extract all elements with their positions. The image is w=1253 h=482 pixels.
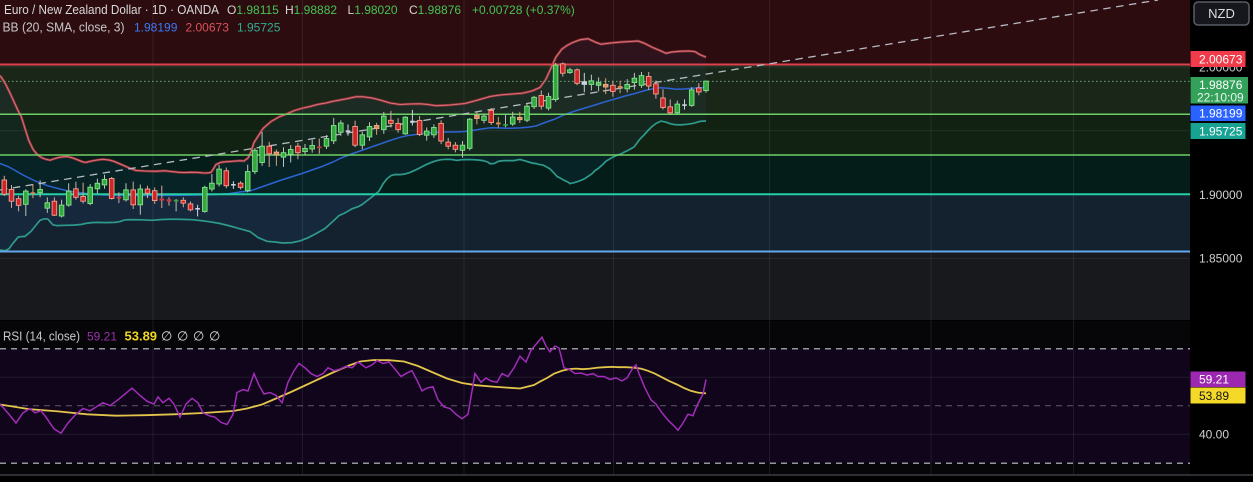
svg-text:53.89: 53.89 — [1199, 389, 1229, 403]
svg-text:BB (20, SMA, close, 3): BB (20, SMA, close, 3) — [3, 20, 125, 35]
svg-text:Euro / New Zealand Dollar · 1D: Euro / New Zealand Dollar · 1D · OANDA — [4, 2, 219, 17]
svg-text:∅: ∅ — [177, 329, 188, 344]
svg-text:1.98199: 1.98199 — [134, 21, 178, 35]
svg-text:1.85000: 1.85000 — [1199, 252, 1243, 266]
svg-text:59.21: 59.21 — [1199, 373, 1229, 387]
svg-text:C1.98876: C1.98876 — [409, 3, 461, 17]
svg-text:O1.98115: O1.98115 — [227, 3, 279, 17]
svg-text:NZD: NZD — [1208, 6, 1235, 21]
svg-text:1.98876: 1.98876 — [1199, 78, 1243, 92]
svg-text:+0.00728 (+0.37%): +0.00728 (+0.37%) — [472, 3, 575, 17]
svg-text:H1.98882: H1.98882 — [285, 3, 337, 17]
svg-text:22:10:09: 22:10:09 — [1197, 91, 1244, 105]
svg-text:2.00673: 2.00673 — [186, 21, 230, 35]
svg-text:40.00: 40.00 — [1199, 428, 1229, 442]
svg-text:∅: ∅ — [209, 329, 220, 344]
svg-text:∅: ∅ — [193, 329, 204, 344]
svg-text:1.90000: 1.90000 — [1199, 188, 1243, 202]
svg-text:59.21: 59.21 — [87, 330, 117, 344]
svg-text:1.95725: 1.95725 — [1199, 124, 1243, 138]
svg-text:∅: ∅ — [161, 329, 172, 344]
svg-text:RSI (14, close): RSI (14, close) — [3, 329, 80, 344]
svg-text:2.00673: 2.00673 — [1199, 52, 1243, 66]
svg-text:L1.98020: L1.98020 — [348, 3, 398, 17]
svg-text:53.89: 53.89 — [125, 329, 158, 344]
svg-text:1.95725: 1.95725 — [237, 21, 281, 35]
svg-text:1.98199: 1.98199 — [1199, 107, 1243, 121]
